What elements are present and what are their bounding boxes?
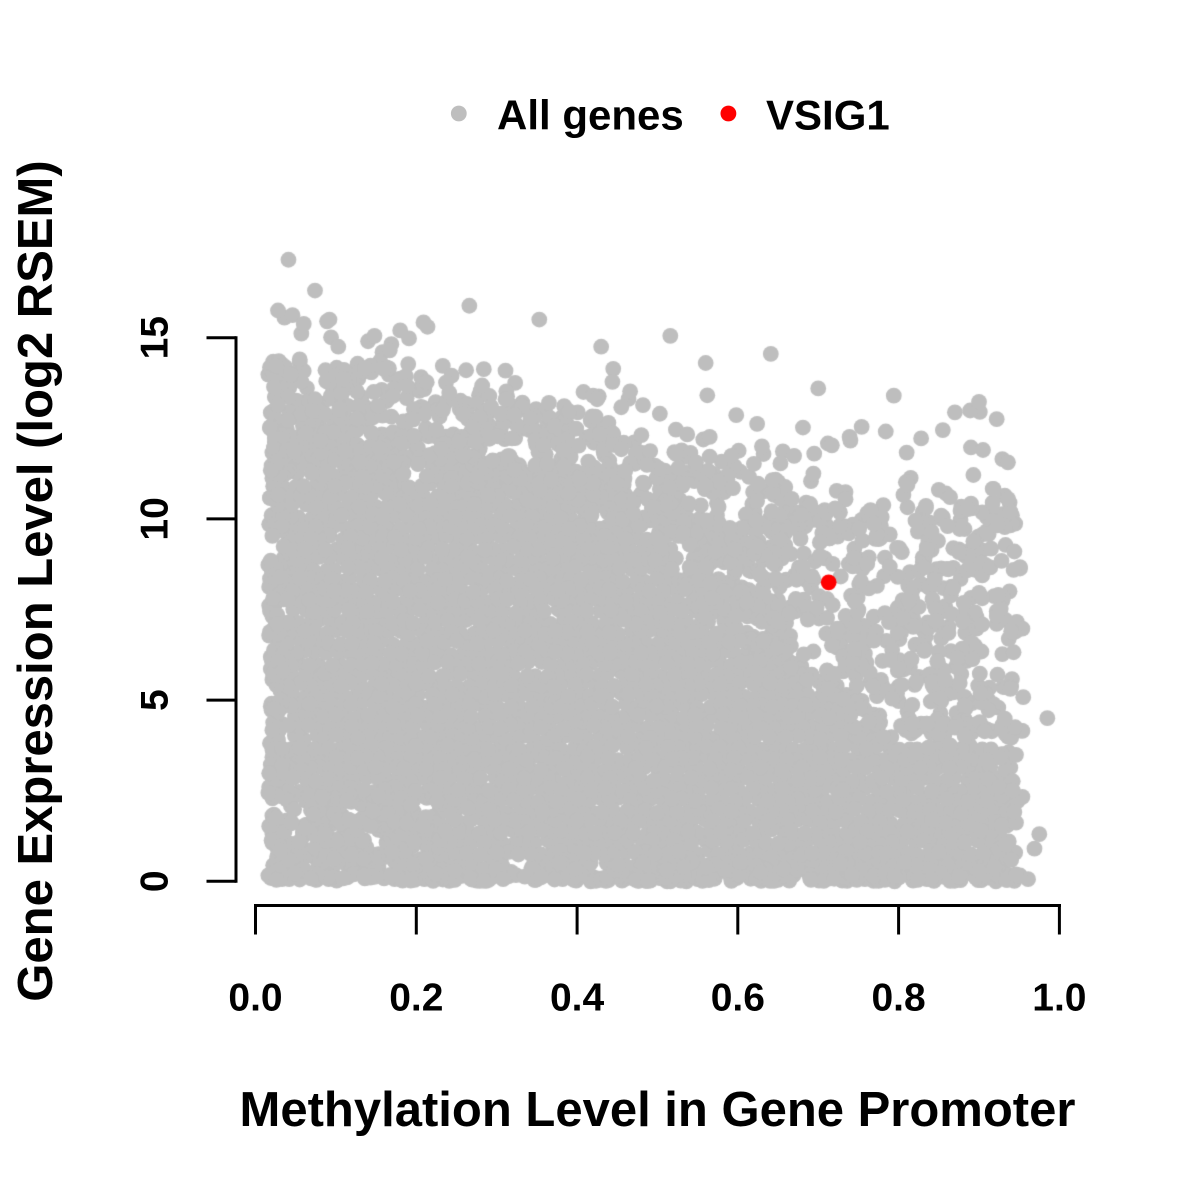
x-axis-title: Methylation Level in Gene Promoter: [240, 1083, 1076, 1137]
y-tick-label: 5: [134, 689, 177, 711]
x-axis: 0.0 0.2 0.4 0.6 0.8 1.0 Methylation Leve…: [228, 904, 1087, 1137]
legend: All genes VSIG1: [450, 92, 890, 139]
y-axis: 0 5 10 15 Gene Expression Level (log2 RS…: [9, 160, 238, 1002]
legend-marker-all-genes: [450, 105, 467, 122]
x-tick-label: 0.8: [871, 977, 925, 1020]
legend-label-vsig1: VSIG1: [766, 92, 890, 139]
x-tick-label: 0.6: [711, 977, 765, 1020]
legend-label-all-genes: All genes: [497, 92, 684, 139]
y-axis-title: Gene Expression Level (log2 RSEM): [9, 160, 63, 1001]
y-tick-label: 10: [134, 497, 177, 540]
y-tick-label: 0: [134, 870, 177, 892]
x-tick-label: 0.4: [550, 977, 605, 1020]
y-tick-label: 15: [134, 316, 177, 359]
legend-marker-vsig1: [720, 105, 737, 122]
x-tick-label: 1.0: [1032, 977, 1086, 1020]
x-tick-label: 0.0: [228, 977, 282, 1020]
x-tick-label: 0.2: [389, 977, 443, 1020]
